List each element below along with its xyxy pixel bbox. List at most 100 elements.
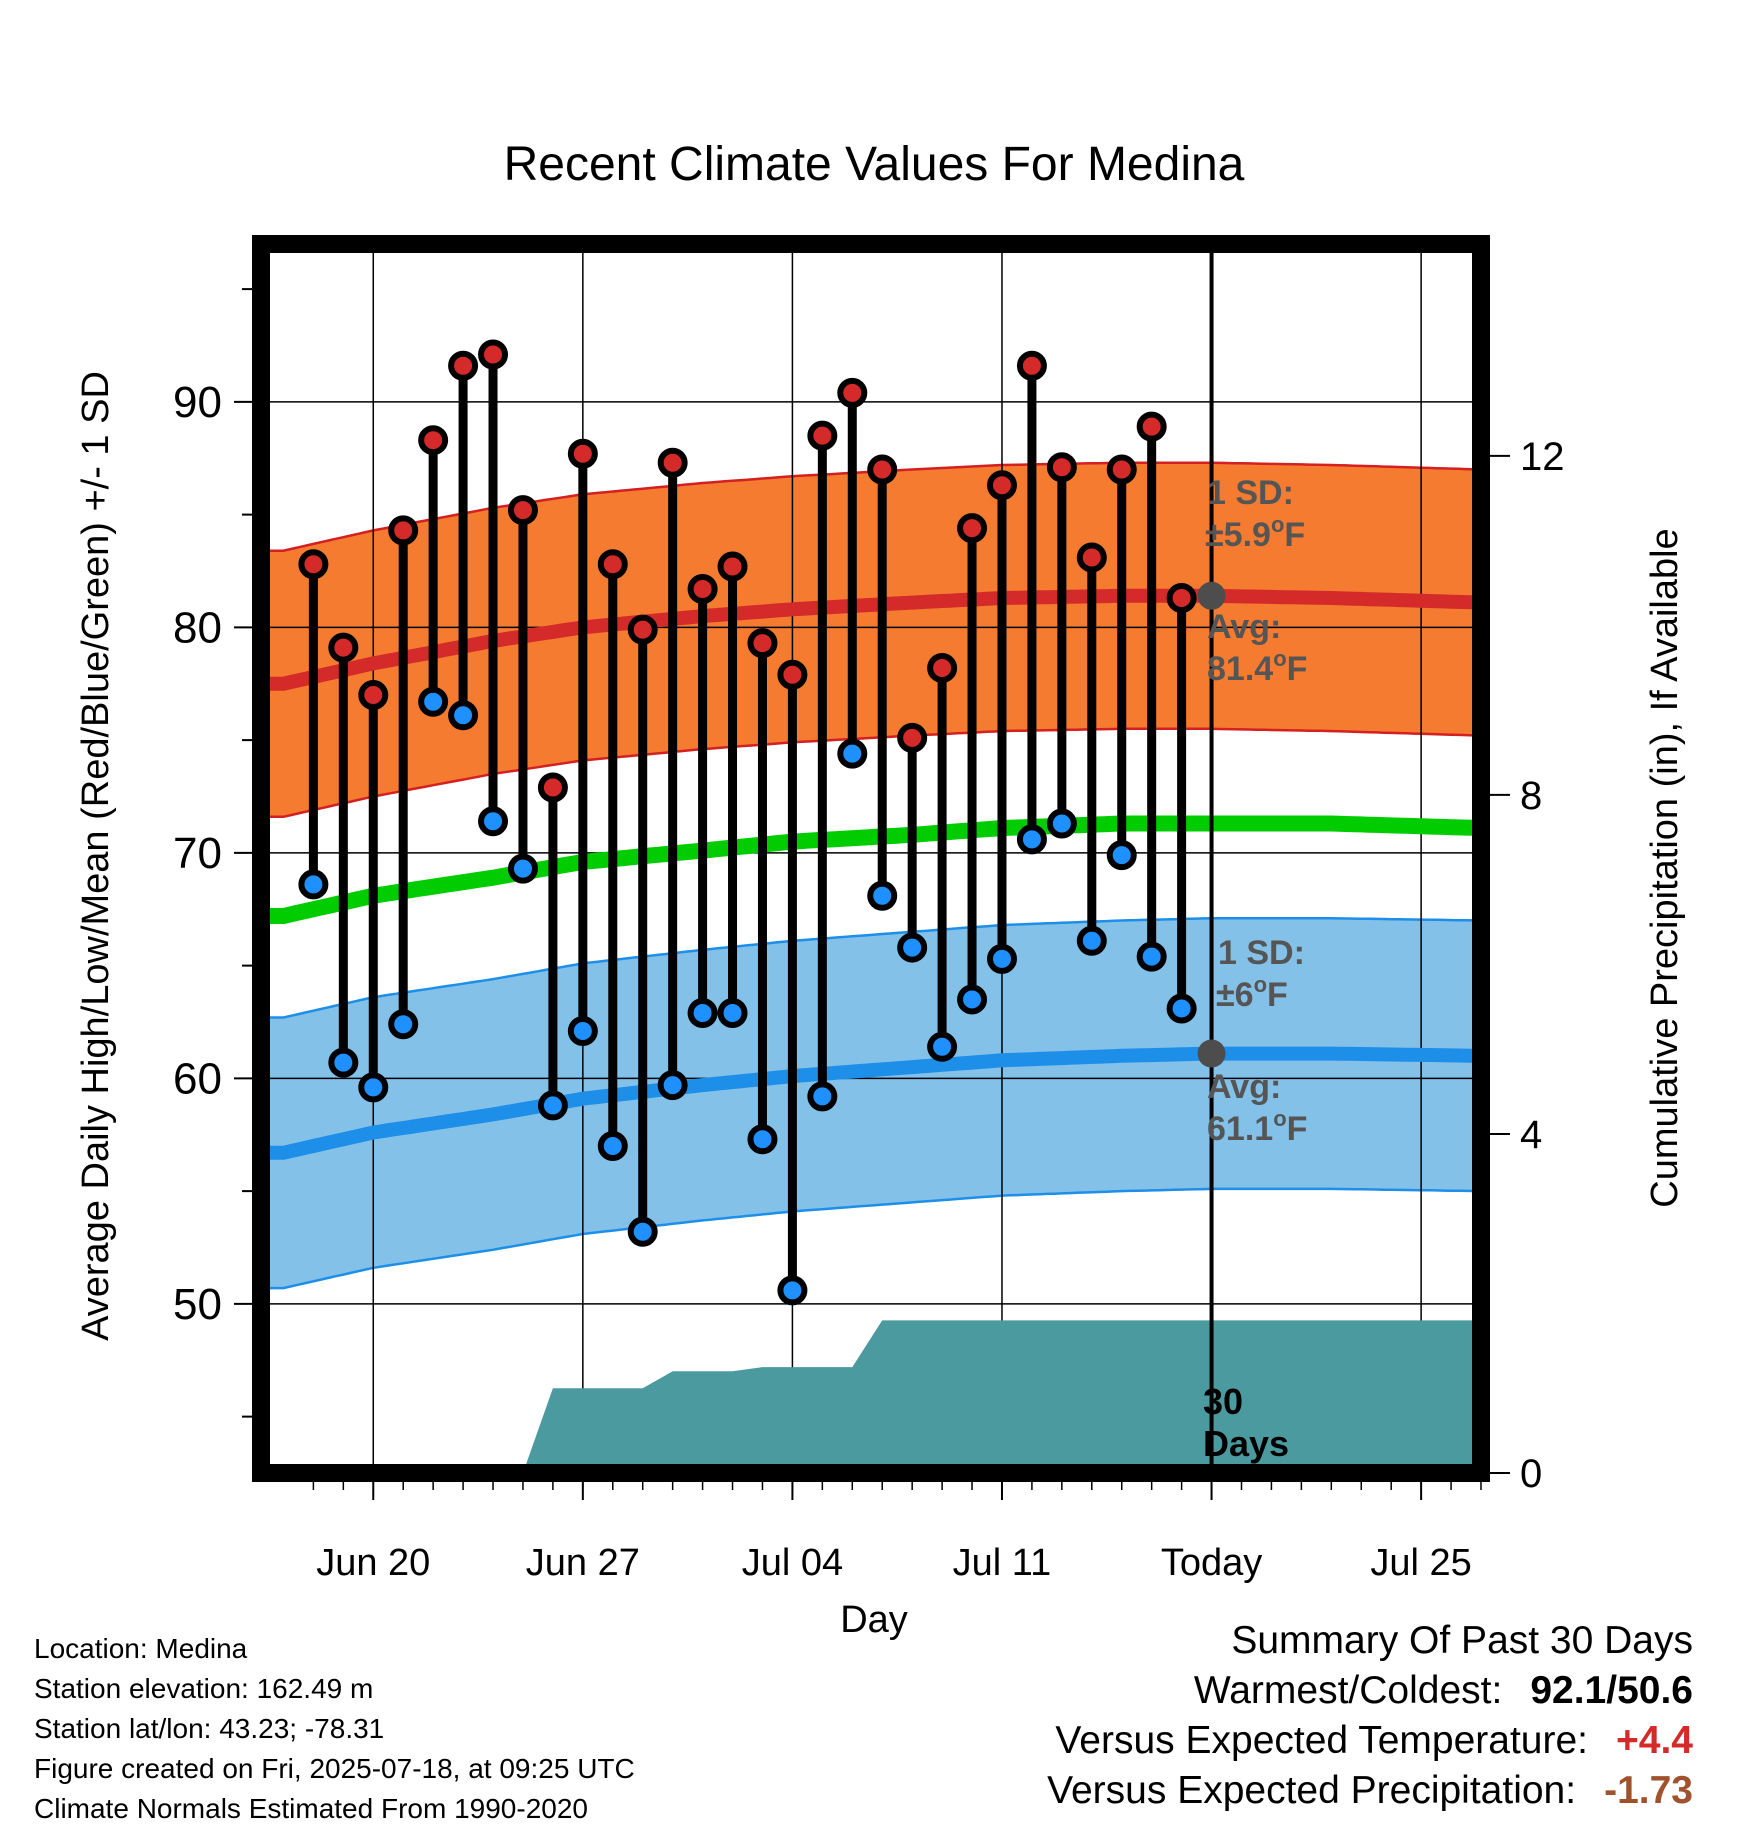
low-sd-band-fill — [261, 918, 1481, 1289]
daily-high-point — [1016, 350, 1047, 381]
daily-low-point — [837, 738, 868, 769]
y-axis-label: Average Daily High/Low/Mean (Red/Blue/Gr… — [75, 371, 117, 1341]
precip-days-label-2: Days — [1203, 1423, 1289, 1464]
y-tick-label-70: 70 — [173, 829, 222, 878]
daily-high-point — [807, 420, 838, 451]
plot-border — [252, 235, 1490, 1482]
daily-low-point — [1016, 824, 1047, 855]
daily-high-point — [687, 574, 718, 605]
daily-high-point — [897, 722, 928, 753]
chart-title: Recent Climate Values For Medina — [504, 138, 1245, 191]
precip-anomaly-value: -1.73 — [1604, 1769, 1693, 1812]
daily-high-point — [448, 350, 479, 381]
daily-low-point — [507, 853, 538, 884]
daily-low-point — [567, 1016, 598, 1047]
daily-high-point — [298, 549, 329, 580]
high-sd-band-lower-edge — [261, 727, 1482, 819]
daily-high-point — [1046, 452, 1077, 483]
x-axis-label: Day — [840, 1599, 908, 1641]
high-sd-label: 1 SD: — [1207, 474, 1294, 512]
daily-high-point — [717, 551, 748, 582]
today-normal-low-point — [1197, 1039, 1226, 1068]
daily-low-point — [627, 1216, 658, 1247]
precip-label: Versus Expected Precipitation: — [1047, 1769, 1577, 1812]
daily-range-stems — [308, 354, 1187, 1291]
daily-high-point — [1076, 542, 1107, 573]
x-tick-label-5: Jul 25 — [1370, 1542, 1471, 1584]
precip-cumulative-area — [523, 1320, 1481, 1473]
high-avg-value: 81.4oF — [1207, 646, 1307, 688]
normal-bands — [261, 461, 1482, 1290]
daily-high-point — [837, 377, 868, 408]
temp-anomaly-value: +4.4 — [1616, 1719, 1693, 1762]
daily-high-point — [627, 614, 658, 645]
daily-low-point — [478, 806, 509, 837]
location-text: Location: Medina — [34, 1633, 248, 1664]
y2-axis-label: Cumulative Precipitation (in), If Availa… — [1644, 528, 1686, 1207]
x-tick-label-0: Jun 20 — [316, 1542, 430, 1584]
daily-high-point — [927, 652, 958, 683]
x-tick-label-2: Jul 04 — [742, 1542, 843, 1584]
warm-cold-value: 92.1/50.6 — [1530, 1669, 1693, 1712]
y2-tick-label-12: 12 — [1520, 435, 1565, 479]
daily-low-point — [986, 943, 1017, 974]
daily-low-point — [448, 700, 479, 731]
daily-low-point — [418, 686, 449, 717]
daily-high-point — [1136, 411, 1167, 442]
x-tick-label-1: Jun 27 — [526, 1542, 640, 1584]
daily-low-point — [957, 984, 988, 1015]
y-tick-label-80: 80 — [173, 603, 222, 652]
daily-low-point — [927, 1031, 958, 1062]
y-tick-label-50: 50 — [173, 1280, 222, 1329]
warm-cold-label: Warmest/Coldest: — [1193, 1669, 1503, 1712]
summary-panel: Summary Of Past 30 Days Warmest/Coldest:… — [1047, 1616, 1693, 1816]
high-avg-label: Avg: — [1207, 608, 1281, 646]
daily-high-point — [418, 425, 449, 456]
daily-high-point — [1106, 454, 1137, 485]
daily-low-point — [1106, 840, 1137, 871]
daily-high-point — [328, 632, 359, 663]
daily-low-point — [597, 1131, 628, 1162]
elevation-text: Station elevation: 162.49 m — [34, 1673, 374, 1704]
daily-low-point — [747, 1124, 778, 1155]
daily-high-point — [597, 549, 628, 580]
daily-low-point — [807, 1081, 838, 1112]
grid-lines — [261, 244, 1481, 1473]
y2-tick-label-8: 8 — [1520, 774, 1542, 818]
summary-precip-row: Versus Expected Precipitation: -1.73 — [1047, 1766, 1693, 1816]
temp-label: Versus Expected Temperature: — [1055, 1719, 1588, 1762]
low-avg-value: 61.1oF — [1207, 1106, 1307, 1148]
daily-low-point — [897, 932, 928, 963]
daily-high-point — [867, 454, 898, 485]
daily-high-point — [777, 659, 808, 690]
daily-high-point — [358, 680, 389, 711]
daily-low-point — [328, 1047, 359, 1078]
today-normal-high-point — [1197, 581, 1226, 610]
daily-low-point — [537, 1090, 568, 1121]
daily-low-point — [1046, 808, 1077, 839]
daily-low-point — [657, 1070, 688, 1101]
summary-title: Summary Of Past 30 Days — [1231, 1619, 1693, 1662]
low-sd-label: 1 SD: — [1218, 934, 1305, 972]
daily-high-point — [507, 495, 538, 526]
y2-tick-label-0: 0 — [1520, 1452, 1542, 1496]
daily-high-point — [537, 772, 568, 803]
low-sd-value: ±6oF — [1216, 972, 1288, 1014]
daily-low-point — [717, 997, 748, 1028]
low-sd-band-lower-edge — [261, 1187, 1482, 1290]
axes: 50 60 70 80 90 0 4 8 12 Jun 20 Jun 27 Jul 04 Jul 11 T… — [173, 288, 1565, 1584]
daily-high-point — [957, 513, 988, 544]
daily-low-point — [777, 1275, 808, 1306]
daily-high-point — [657, 447, 688, 478]
station-info: Location: Medina Station elevation: 162.… — [34, 1629, 635, 1829]
daily-high-point — [478, 339, 509, 370]
precipitation-area — [523, 1320, 1481, 1473]
y-tick-label-90: 90 — [173, 378, 222, 427]
daily-high-point — [388, 515, 419, 546]
normal-low-line — [261, 1046, 1482, 1160]
created-text: Figure created on Fri, 2025-07-18, at 09… — [34, 1753, 635, 1784]
summary-warm-cold-row: Warmest/Coldest: 92.1/50.6 — [1047, 1666, 1693, 1716]
high-sd-value: ±5.9oF — [1205, 512, 1305, 554]
low-avg-label: Avg: — [1207, 1068, 1281, 1106]
